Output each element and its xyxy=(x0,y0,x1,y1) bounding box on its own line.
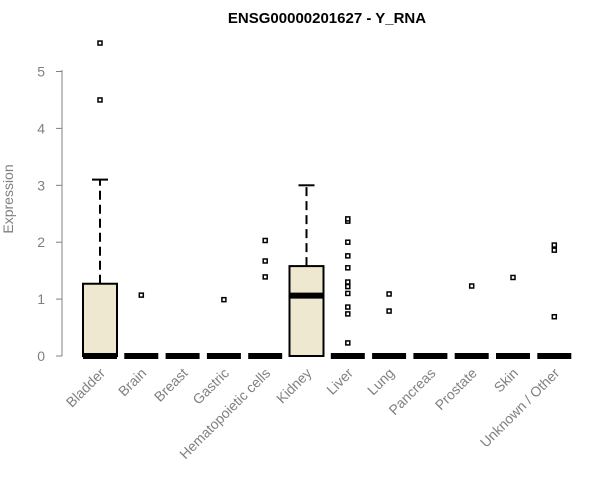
box-10 xyxy=(496,274,530,359)
outlier-point xyxy=(221,296,227,303)
outlier-point xyxy=(262,274,268,280)
outlier-point xyxy=(345,340,351,346)
box-6 xyxy=(330,216,365,359)
outlier-point xyxy=(551,313,558,320)
box-11 xyxy=(537,242,572,359)
x-tick-label: Bladder xyxy=(63,365,109,411)
outlier-point xyxy=(345,239,351,245)
outlier-point xyxy=(138,292,145,298)
outlier-point xyxy=(551,242,558,248)
y-axis-ticks: 0 1 2 3 4 5 xyxy=(37,64,62,364)
boxes-layer xyxy=(82,40,572,359)
outlier-point xyxy=(468,283,475,289)
outlier-point xyxy=(345,304,351,310)
x-tick-label: Liver xyxy=(323,365,356,398)
box-1 xyxy=(124,292,159,359)
outlier-point xyxy=(345,265,351,271)
iqr-box xyxy=(288,265,325,357)
x-tick-label: Skin xyxy=(491,365,522,396)
y-tick-label: 5 xyxy=(37,64,45,80)
outlier-point xyxy=(551,247,558,253)
y-tick-label: 4 xyxy=(37,120,45,136)
outlier-point xyxy=(345,290,351,297)
outlier-point xyxy=(386,291,392,297)
x-tick-label: Prostate xyxy=(432,365,480,413)
x-tick-label: Kidney xyxy=(273,365,315,407)
outlier-point xyxy=(345,311,351,317)
outlier-point xyxy=(386,308,392,314)
outlier-point xyxy=(345,283,351,290)
y-tick-label: 3 xyxy=(37,177,45,193)
x-tick-label: Breast xyxy=(151,365,191,405)
box-4 xyxy=(248,237,283,359)
outlier-point xyxy=(345,216,351,222)
y-axis-title: Expression xyxy=(0,164,16,233)
outlier-point xyxy=(97,40,103,46)
y-tick-label: 1 xyxy=(37,291,45,307)
x-tick-label: Brain xyxy=(115,365,149,399)
outlier-point xyxy=(262,237,268,244)
y-tick-label: 2 xyxy=(37,234,45,250)
x-tick-label: Lung xyxy=(364,365,397,398)
outlier-point xyxy=(262,258,268,264)
iqr-box xyxy=(82,282,118,357)
outlier-point xyxy=(345,253,351,259)
box-5 xyxy=(288,184,325,357)
outlier-point xyxy=(510,274,516,281)
box-9 xyxy=(454,283,489,359)
y-tick-label: 0 xyxy=(37,348,45,364)
box-7 xyxy=(372,291,407,359)
box-0 xyxy=(82,40,118,359)
box-3 xyxy=(206,296,241,359)
chart-title: ENSG00000201627 - Y_RNA xyxy=(228,10,426,27)
outlier-point xyxy=(97,97,103,103)
outlier-point xyxy=(345,279,351,285)
